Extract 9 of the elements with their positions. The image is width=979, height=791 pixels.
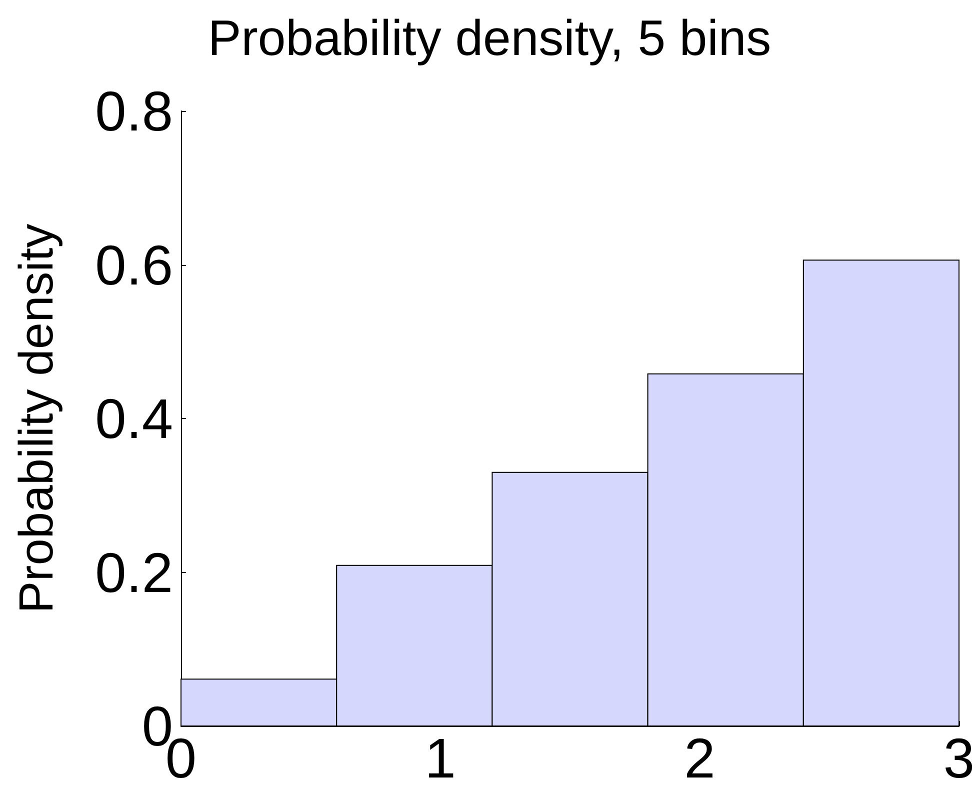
x-tick-label: 1 xyxy=(424,726,456,790)
chart-title: Probability density, 5 bins xyxy=(208,10,772,66)
y-tick-label: 0.2 xyxy=(95,540,173,604)
y-axis-title: Probability density xyxy=(10,224,64,614)
y-tick-label: 0.6 xyxy=(95,233,173,296)
y-tick-label: 0.4 xyxy=(95,387,173,450)
x-tick-label: 3 xyxy=(943,726,975,790)
y-tick-label: 0.8 xyxy=(95,80,173,142)
x-tick-label: 2 xyxy=(684,726,716,790)
